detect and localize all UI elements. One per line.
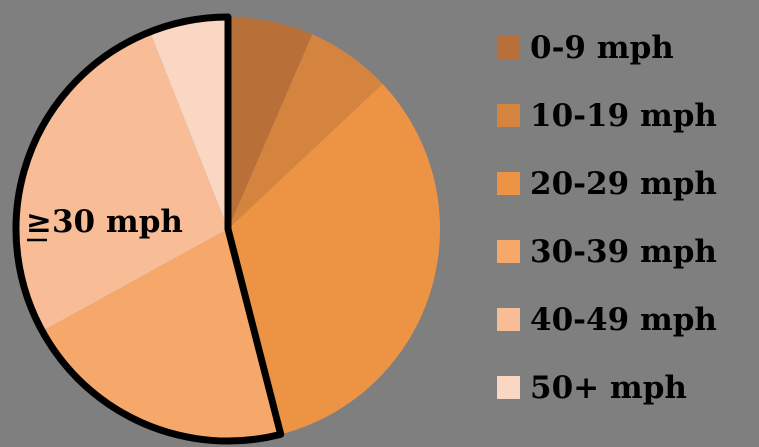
legend-swatch-10-19-mph [497, 104, 520, 127]
legend: 0-9 mph 10-19 mph 20-29 mph 30-39 mph 40-49 … [497, 30, 717, 406]
legend-label-10-19-mph: 10-19 mph [530, 98, 717, 134]
legend-swatch-30-39-mph [497, 240, 520, 263]
highlight-label: ≥30 mph [26, 204, 183, 240]
legend-label-30-39-mph: 30-39 mph [530, 234, 717, 270]
legend-swatch-20-29-mph [497, 172, 520, 195]
legend-label-20-29-mph: 20-29 mph [530, 166, 717, 202]
legend-label-50-plus-mph: 50+ mph [530, 370, 687, 406]
legend-label-0-9-mph: 0-9 mph [530, 30, 674, 66]
legend-swatch-40-49-mph [497, 308, 520, 331]
legend-swatch-50-plus-mph [497, 376, 520, 399]
legend-swatch-0-9-mph [497, 36, 520, 59]
legend-label-40-49-mph: 40-49 mph [530, 302, 717, 338]
